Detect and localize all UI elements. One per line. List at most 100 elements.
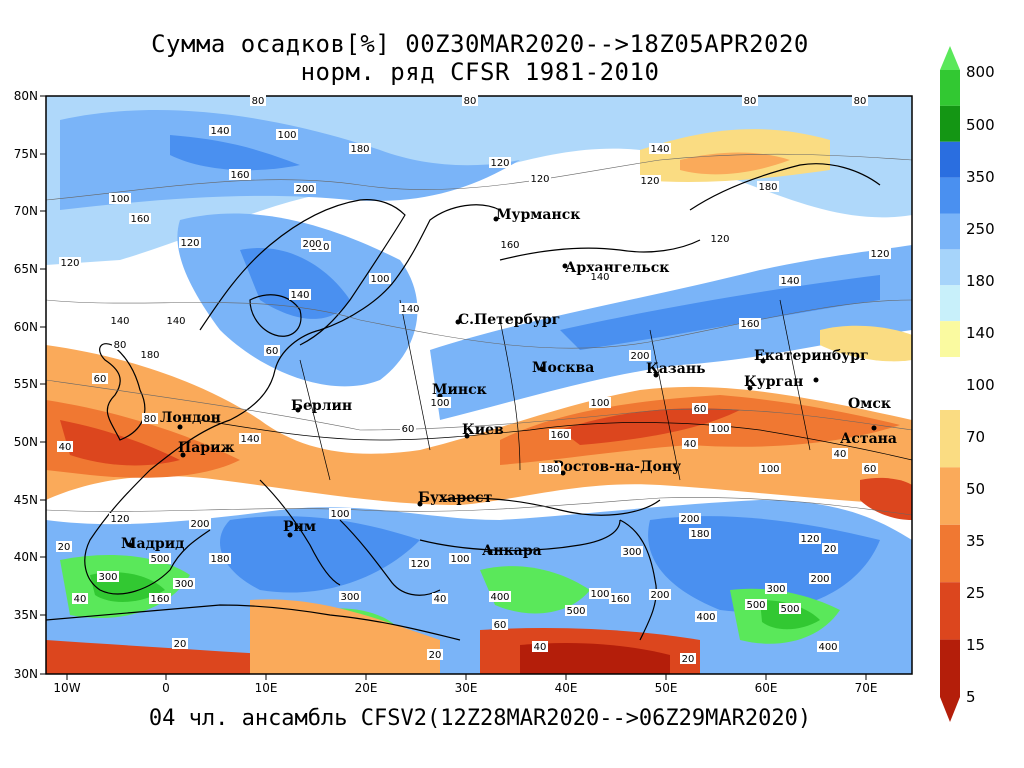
contour-label-bg [179, 237, 201, 248]
colorbar-arrow-bottom [940, 697, 960, 722]
city-label: Мадрид [121, 536, 184, 552]
contour-label: 100 [277, 130, 296, 141]
contour-label-bg [57, 441, 73, 452]
contour-label: 180 [350, 144, 369, 155]
contour-label: 200 [630, 351, 649, 362]
contour-label: 400 [490, 592, 509, 603]
map-title-line1: Сумма осадков[%] 00Z30MAR2020-->18Z05APR… [151, 30, 809, 58]
city-marker [177, 424, 183, 430]
contour-label: 140 [110, 316, 129, 327]
contour-label: 180 [758, 182, 777, 193]
lon-label: 50E [655, 681, 678, 695]
city-marker [487, 549, 493, 555]
contour-label-bg [489, 591, 511, 602]
colorbar-swatch [940, 524, 960, 583]
contour-label: 80 [744, 96, 757, 107]
contour-label-bg [765, 583, 787, 594]
map-footer: 04 чл. ансамбль CFSV2(12Z28MAR2020-->06Z… [148, 706, 812, 731]
contour-label: 300 [174, 579, 193, 590]
contour-label-bg [209, 125, 231, 136]
contour-label-bg [229, 169, 251, 180]
contour-label-bg [409, 558, 431, 569]
contour-label-bg [745, 599, 767, 610]
contour-label: 80 [114, 340, 127, 351]
colorbar-swatch [940, 213, 960, 250]
city-label: Минск [432, 382, 487, 398]
contour-label-bg [276, 129, 298, 140]
contour-label: 120 [800, 534, 819, 545]
city-label: Архангельск [565, 260, 669, 276]
contour-label-bg [432, 593, 448, 604]
contour-label: 120 [60, 258, 79, 269]
contour-label: 40 [59, 442, 72, 453]
city-label: Ростов-на-Дону [553, 459, 681, 475]
contour-label-bg [492, 619, 508, 630]
lon-label: 70E [855, 681, 878, 695]
contour-label-bg [739, 318, 761, 329]
city-label: Берлин [291, 398, 352, 414]
city-marker [813, 377, 819, 383]
contour-label: 160 [230, 170, 249, 181]
contour-label-bg [532, 641, 548, 652]
contour-label: 180 [210, 554, 229, 565]
colorbar-label: 15 [966, 636, 985, 654]
contour-label: 400 [696, 612, 715, 623]
contour-label-bg [689, 528, 711, 539]
colorbar-label: 500 [966, 116, 995, 134]
city-marker [417, 501, 423, 507]
contour-label-bg [549, 429, 571, 440]
city-marker [562, 263, 568, 269]
map-frame [45, 95, 913, 675]
lat-label: 65N [14, 262, 38, 276]
contour-label-bg [609, 593, 631, 604]
lat-label: 35N [14, 608, 38, 622]
contour-label-bg [189, 518, 211, 529]
contour-label: 120 [640, 176, 659, 187]
contour-label-bg [462, 95, 478, 106]
contour-label: 60 [402, 424, 415, 435]
contour-label: 60 [694, 404, 707, 415]
contour-label-bg [142, 413, 158, 424]
contour-label: 180 [690, 529, 709, 540]
contour-label: 60 [266, 346, 279, 357]
contour-label: 20 [429, 650, 442, 661]
lat-label: 40N [14, 550, 38, 564]
city-marker [295, 407, 301, 413]
contour-label-bg [72, 593, 88, 604]
contour-label: 140 [166, 316, 185, 327]
colorbar-label: 140 [966, 324, 995, 342]
contour-label-bg [250, 95, 266, 106]
contour-label-bg [209, 553, 231, 564]
contour-label-bg [639, 175, 661, 186]
contour-label-bg [822, 543, 838, 554]
contour-label-bg [149, 593, 171, 604]
lat-label: 50N [14, 435, 38, 449]
contour-label-bg [759, 463, 781, 474]
contour-label-bg [427, 649, 443, 660]
contour-label: 200 [190, 519, 209, 530]
latitude-axis: 80N 75N 70N 65N 60N 55N 50N 45N 40N 35N 30N [14, 89, 46, 681]
contour-label-bg [489, 157, 511, 168]
contour-label: 300 [340, 592, 359, 603]
colorbar-swatch [940, 70, 960, 106]
contour-label-bg [165, 315, 187, 326]
contour-label: 180 [540, 464, 559, 475]
contour-label-bg [682, 438, 698, 449]
contour-label: 140 [780, 276, 799, 287]
contour-label-bg [742, 95, 758, 106]
contour-label-bg [757, 181, 779, 192]
contour-label-bg [369, 273, 391, 284]
contour-label: 500 [566, 606, 585, 617]
contour-label: 100 [760, 464, 779, 475]
lon-label: 0 [162, 681, 170, 695]
city-label: Киев [462, 422, 504, 438]
contour-label-bg [621, 546, 643, 557]
contour-label: 160 [550, 430, 569, 441]
lat-label: 30N [14, 667, 38, 681]
city-marker [127, 542, 133, 548]
lat-label: 75N [14, 147, 38, 161]
longitude-axis: 10W 0 10E 20E 30E 40E 50E 60E 70E [53, 674, 877, 695]
contour-label-bg [112, 339, 128, 350]
contour-label-bg [852, 95, 868, 106]
